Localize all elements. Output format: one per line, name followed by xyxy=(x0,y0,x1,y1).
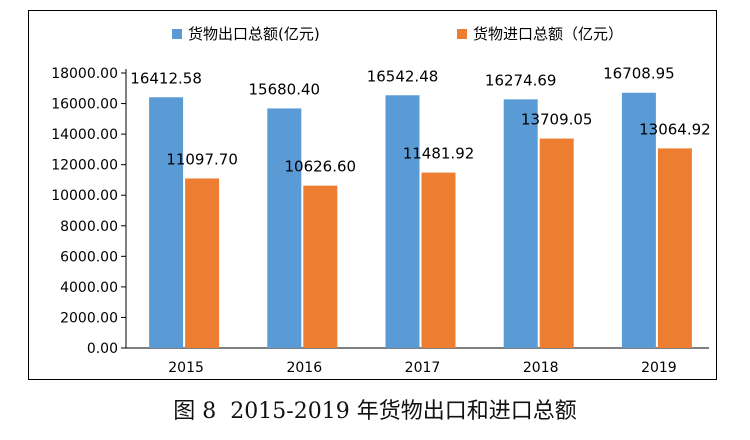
x-tick-label: 2015 xyxy=(168,360,204,376)
y-tick-label: 12000.00 xyxy=(51,158,118,174)
data-label: 10626.60 xyxy=(285,158,357,176)
data-label: 16542.48 xyxy=(367,67,439,85)
y-tick-label: 8000.00 xyxy=(60,219,118,235)
data-label: 16274.69 xyxy=(485,71,557,89)
figure-label: 图 8 xyxy=(173,399,217,424)
bar-chart: 0.00 2000.00 4000.00 6000.00 8000.00 10000.00… xyxy=(51,25,711,376)
bar-import xyxy=(657,148,692,348)
y-tick-label: 16000.00 xyxy=(51,97,118,113)
figure-caption: 图 8 2015-2019 年货物出口和进口总额 xyxy=(0,393,750,425)
x-tick-label: 2018 xyxy=(523,360,559,376)
figure-title: 2015-2019 年货物出口和进口总额 xyxy=(230,399,577,424)
bar-import xyxy=(421,172,456,348)
bar-export xyxy=(267,108,302,349)
data-label: 11481.92 xyxy=(403,145,475,163)
data-label: 13064.92 xyxy=(639,120,711,138)
y-tick-label: 2000.00 xyxy=(60,310,118,326)
data-label: 16412.58 xyxy=(130,69,202,87)
legend-label-import: 货物进口总额（亿元） xyxy=(473,25,623,43)
y-tick-label: 18000.00 xyxy=(51,66,118,82)
x-tick-label: 2017 xyxy=(405,360,441,376)
data-label: 16708.95 xyxy=(603,65,675,83)
bar-export xyxy=(621,92,656,349)
bar-export xyxy=(503,99,538,348)
chart-frame: 0.00 2000.00 4000.00 6000.00 8000.00 10000.00… xyxy=(28,10,717,380)
y-tick-label: 6000.00 xyxy=(60,249,118,265)
bar-export xyxy=(385,95,420,348)
legend-swatch-export xyxy=(172,29,182,39)
bar-export xyxy=(149,97,184,348)
y-tick-label: 4000.00 xyxy=(60,280,118,296)
legend-swatch-import xyxy=(457,29,467,39)
y-tick-label: 0.00 xyxy=(87,341,118,357)
data-label: 15680.40 xyxy=(249,80,321,98)
legend-label-export: 货物出口总额(亿元) xyxy=(188,25,320,43)
x-tick-label: 2019 xyxy=(641,360,677,376)
bar-import xyxy=(303,185,338,348)
y-tick-label: 14000.00 xyxy=(51,127,118,143)
bar-import xyxy=(185,178,220,348)
data-label: 13709.05 xyxy=(521,111,593,129)
y-tick-label: 10000.00 xyxy=(51,188,118,204)
bar-import xyxy=(539,138,574,348)
data-label: 11097.70 xyxy=(166,150,238,168)
x-tick-label: 2016 xyxy=(286,360,322,376)
